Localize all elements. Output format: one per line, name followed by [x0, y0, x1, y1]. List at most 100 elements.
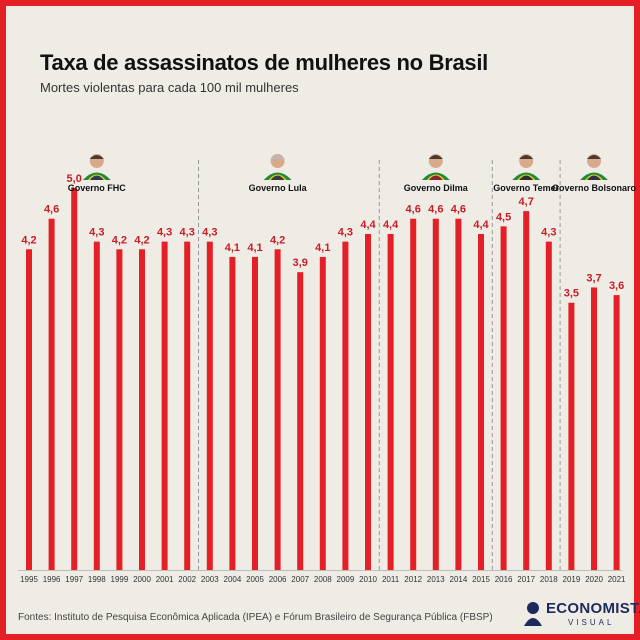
bar-2001 [161, 241, 168, 571]
data-label-2001: 4,3 [157, 227, 172, 239]
period-label-1-0: Governo FHC [68, 183, 127, 193]
period-label-3-0: Governo Dilma [404, 183, 469, 193]
x-tick-label-2020: 2020 [585, 575, 603, 584]
x-tick-label-1997: 1997 [65, 575, 83, 584]
bar-2020 [591, 287, 597, 570]
bar-2000 [139, 249, 145, 571]
data-label-2020: 3,7 [586, 272, 601, 284]
data-label-1997: 5,0 [67, 173, 82, 185]
x-tick-label-1996: 1996 [43, 575, 61, 584]
bar-2003 [206, 241, 213, 571]
data-label-2012: 4,6 [406, 204, 421, 216]
bar-2013 [432, 218, 439, 570]
president-portrait-3 [421, 154, 450, 180]
x-tick-label-2006: 2006 [269, 575, 287, 584]
x-tick-label-2014: 2014 [450, 575, 468, 584]
bar-1995 [26, 249, 32, 571]
bar-1999 [116, 249, 123, 571]
bar-2018 [545, 241, 552, 571]
x-tick-label-1998: 1998 [88, 575, 106, 584]
president-portrait-4 [512, 154, 541, 180]
bar-2008 [319, 256, 326, 570]
data-label-2018: 4,3 [541, 227, 556, 239]
bar-2006 [274, 249, 281, 571]
logo-word-economista: ECONOMISTA [546, 600, 640, 617]
source-note: Fontes: Instituto de Pesquisa Econômica … [18, 612, 493, 623]
bar-2021 [613, 295, 620, 570]
x-tick-label-2012: 2012 [404, 575, 422, 584]
bar-2014 [455, 218, 462, 570]
data-label-2016: 4,5 [496, 211, 511, 223]
x-tick-label-2010: 2010 [359, 575, 377, 584]
suit-icon [587, 175, 601, 180]
president-portrait-1 [82, 154, 111, 180]
chart-title: Taxa de assassinatos de mulheres no Bras… [40, 50, 488, 75]
hair-icon [428, 155, 443, 159]
x-tick-label-2005: 2005 [246, 575, 264, 584]
data-label-2010: 4,4 [360, 219, 376, 231]
suit-icon [428, 175, 443, 180]
hair-icon [89, 155, 104, 159]
data-label-2017: 4,7 [519, 196, 534, 208]
x-tick-label-2021: 2021 [608, 575, 626, 584]
x-tick-label-1999: 1999 [111, 575, 129, 584]
x-tick-label-2019: 2019 [563, 575, 581, 584]
x-tick-label-2009: 2009 [337, 575, 355, 584]
x-tick-label-2016: 2016 [495, 575, 513, 584]
data-label-2004: 4,1 [225, 242, 240, 254]
x-tick-label-2007: 2007 [291, 575, 309, 584]
bar-2019 [568, 302, 575, 570]
data-label-1995: 4,2 [21, 234, 36, 246]
bar-2016 [500, 226, 507, 570]
x-tick-label-2000: 2000 [133, 575, 151, 584]
data-label-1998: 4,3 [89, 227, 104, 239]
president-portrait-5 [580, 154, 608, 180]
data-label-2019: 3,5 [564, 288, 579, 300]
bar-2011 [387, 234, 394, 570]
data-label-1999: 4,2 [112, 234, 127, 246]
x-tick-label-2002: 2002 [178, 575, 196, 584]
x-tick-label-2004: 2004 [224, 575, 242, 584]
logo-figure-icon [524, 602, 542, 626]
x-tick-label-2018: 2018 [540, 575, 558, 584]
period-label-2-0: Governo Lula [249, 183, 308, 193]
chart-subtitle: Mortes violentas para cada 100 mil mulhe… [40, 80, 299, 95]
period-label-5-0: Governo Bolsonaro [552, 183, 637, 193]
x-tick-label-2003: 2003 [201, 575, 219, 584]
x-tick-label-2011: 2011 [382, 575, 400, 584]
economista-visual-logo: ECONOMISTA VISUAL [522, 598, 640, 632]
data-label-2011: 4,4 [383, 219, 399, 231]
data-label-2000: 4,2 [134, 234, 149, 246]
data-label-2003: 4,3 [202, 227, 217, 239]
data-label-1996: 4,6 [44, 204, 59, 216]
bar-2002 [184, 241, 191, 571]
period-label-4-0: Governo Temer [493, 183, 559, 193]
bar-2007 [297, 272, 304, 570]
suit-icon [270, 175, 285, 180]
x-tick-label-2015: 2015 [472, 575, 490, 584]
bar-1998 [93, 241, 100, 571]
data-label-2021: 3,6 [609, 280, 624, 292]
data-label-2015: 4,4 [473, 219, 489, 231]
data-label-2006: 4,2 [270, 234, 285, 246]
data-label-2002: 4,3 [180, 227, 195, 239]
bar-1996 [48, 218, 55, 570]
suit-icon [519, 175, 534, 180]
logo-word-visual: VISUAL [568, 618, 615, 627]
bar-1997 [71, 188, 78, 570]
x-tick-label-2001: 2001 [156, 575, 174, 584]
bar-2009 [342, 241, 349, 571]
hair-icon [519, 155, 534, 159]
bar-2004 [229, 256, 236, 570]
hair-icon [587, 155, 601, 159]
data-label-2014: 4,6 [451, 204, 466, 216]
x-tick-label-1995: 1995 [20, 575, 38, 584]
bar-2005 [252, 256, 258, 570]
data-label-2013: 4,6 [428, 204, 443, 216]
data-label-2009: 4,3 [338, 227, 353, 239]
bar-2017 [523, 211, 530, 570]
hair-icon [270, 155, 285, 159]
president-portrait-2 [263, 154, 292, 180]
data-label-2005: 4,1 [247, 242, 262, 254]
